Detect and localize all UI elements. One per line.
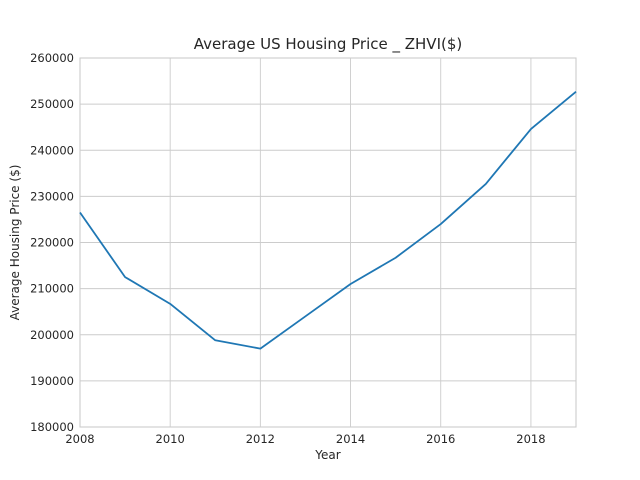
x-tick-label: 2018 xyxy=(516,432,545,446)
gridlines xyxy=(79,57,576,428)
x-tick-label: 2012 xyxy=(246,432,275,446)
series-layer xyxy=(79,90,577,350)
y-tick-label: 190000 xyxy=(30,374,74,388)
chart-title: Average US Housing Price _ ZHVI($) xyxy=(194,35,463,54)
x-tick-label: 2014 xyxy=(336,432,365,446)
y-tick-label: 250000 xyxy=(30,97,74,111)
plot-frame xyxy=(79,57,577,428)
y-tick-label: 240000 xyxy=(30,143,74,157)
series-line xyxy=(79,90,577,350)
y-tick-label: 200000 xyxy=(30,328,74,342)
y-tick-label: 210000 xyxy=(30,282,74,296)
y-tick-label: 220000 xyxy=(30,236,74,250)
y-tick-label: 180000 xyxy=(30,420,74,434)
y-tick-label: 230000 xyxy=(30,189,74,203)
x-tick-label: 2008 xyxy=(65,432,94,446)
x-tick-label: 2010 xyxy=(156,432,185,446)
y-axis-label: Average Housing Price ($) xyxy=(8,165,22,321)
x-tick-label: 2016 xyxy=(426,432,455,446)
x-axis-label: Year xyxy=(314,448,340,462)
y-tick-label: 260000 xyxy=(30,51,74,65)
tick-labels: 2008 2010 2012 2014 2016 2018 180000 190000 2000… xyxy=(30,51,545,446)
